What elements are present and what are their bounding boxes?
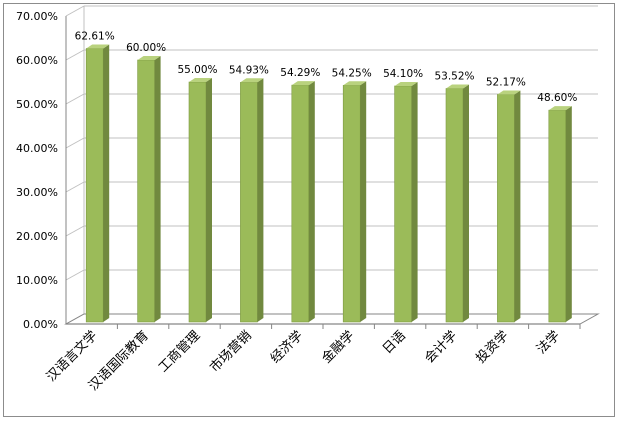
bar-top — [291, 81, 315, 86]
bar-side — [257, 78, 264, 322]
data-label: 54.10% — [383, 68, 423, 80]
data-label: 53.52% — [434, 71, 474, 83]
y-tick-label: 60.00% — [16, 54, 58, 67]
bar — [497, 94, 515, 323]
category-label: 投资学 — [473, 328, 512, 367]
bar-top — [86, 44, 110, 49]
bar — [342, 85, 361, 323]
bar-side — [154, 56, 161, 322]
bar-side — [206, 78, 212, 322]
bar-top — [189, 78, 212, 82]
y-tick-labels: 0.00% 10.00% 20.00% 30.00% 40.00% 50.00% 60.00… — [16, 10, 58, 331]
bar-top — [343, 81, 367, 86]
gridline-depth — [65, 49, 85, 61]
bar-side — [103, 44, 110, 323]
bar-top — [446, 84, 469, 89]
bar — [548, 109, 567, 323]
category-label: 市场营销 — [207, 328, 255, 376]
category-label: 会计学 — [421, 328, 460, 367]
data-label: 52.17% — [486, 76, 526, 88]
bar — [445, 88, 464, 323]
bar-top — [240, 78, 264, 83]
bar-side — [565, 106, 572, 322]
data-label: 60.00% — [126, 42, 166, 54]
bar-side — [411, 81, 418, 323]
bar — [291, 84, 310, 323]
gridline-depth — [65, 93, 85, 105]
category-label: 金融学 — [319, 328, 358, 367]
category-label: 日语 — [380, 328, 409, 357]
gridline-depth — [65, 181, 85, 193]
y-tick-label: 40.00% — [16, 142, 58, 155]
bar — [137, 59, 155, 323]
category-label: 经济学 — [267, 328, 306, 367]
bar — [85, 48, 104, 323]
category-label: 工商管理 — [156, 328, 203, 375]
data-label: 48.60% — [537, 92, 577, 104]
category-label: 汉语言文学 — [43, 328, 100, 385]
bar-top — [548, 106, 572, 111]
bar-side — [463, 84, 469, 323]
bar — [394, 85, 412, 323]
bar-side — [360, 81, 367, 322]
y-tick-label: 50.00% — [16, 98, 58, 111]
gridline-depth — [65, 269, 85, 281]
data-label: 54.25% — [332, 67, 372, 79]
y-tick-label: 70.00% — [16, 10, 58, 23]
y-tick-label: 20.00% — [16, 230, 58, 243]
category-label: 法学 — [533, 328, 563, 358]
data-label: 54.93% — [229, 64, 269, 76]
bar — [188, 81, 207, 323]
data-labels: 62.61% 60.00% 55.00% 54.93% 54.29% 54.25% 54.1… — [75, 31, 578, 105]
gridline-depth — [65, 5, 85, 17]
y-tick-label: 10.00% — [16, 274, 58, 287]
bar-side — [514, 90, 521, 323]
data-label: 54.29% — [280, 67, 320, 79]
y-tick-label: 0.00% — [23, 318, 58, 331]
bar-top — [137, 56, 161, 60]
bar-side — [308, 81, 315, 323]
data-label: 62.61% — [75, 31, 115, 43]
y-tick-label: 30.00% — [16, 186, 58, 199]
bar-top — [497, 90, 521, 95]
axis-layer — [64, 6, 600, 329]
gridline-depth — [65, 225, 85, 237]
bars — [85, 44, 572, 323]
bar — [240, 82, 258, 323]
bar-top — [394, 81, 418, 86]
data-label: 55.00% — [177, 64, 217, 76]
gridline-depth — [65, 137, 85, 149]
